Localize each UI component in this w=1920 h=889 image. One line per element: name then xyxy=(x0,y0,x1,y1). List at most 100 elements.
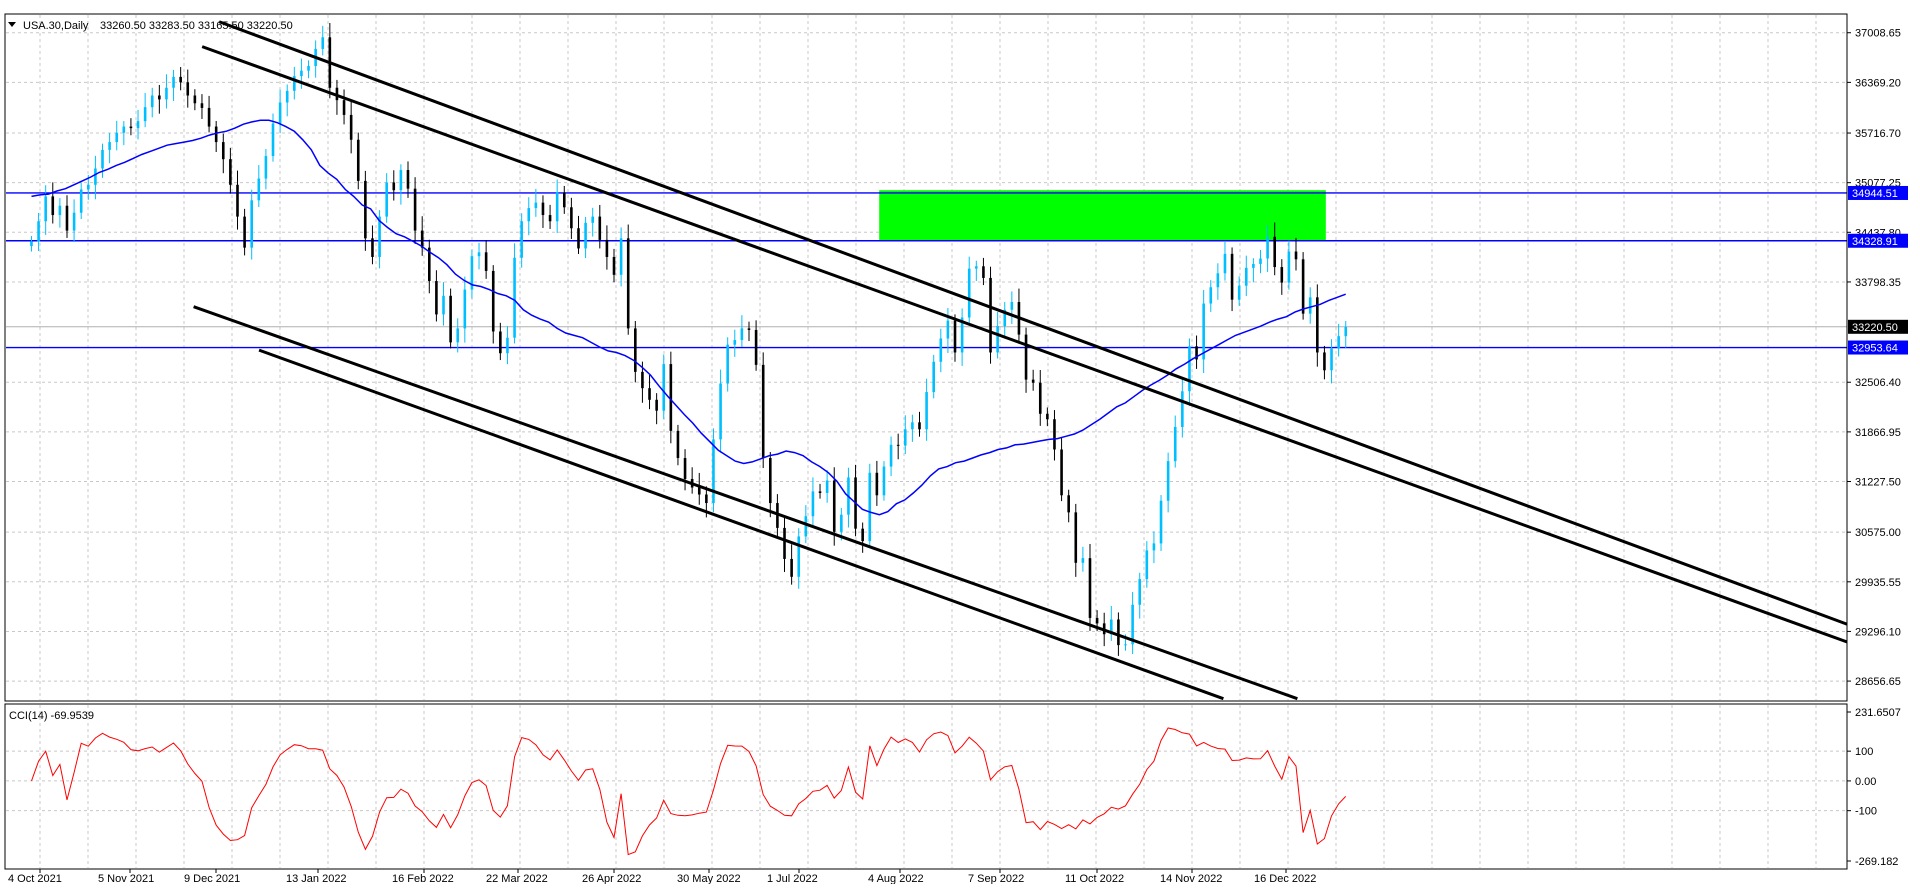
candle-body xyxy=(925,392,928,430)
ohlc-label: 33260.50 33283.50 33165.50 33220.50 xyxy=(100,20,293,32)
candle-body xyxy=(1223,253,1227,274)
candle-body xyxy=(562,192,566,208)
candle-body xyxy=(470,256,474,290)
price-tick-label: 35716.70 xyxy=(1855,128,1901,140)
candle-body xyxy=(1053,419,1056,450)
candle-body xyxy=(634,328,637,372)
candle-body xyxy=(101,149,104,169)
candle-body xyxy=(186,82,190,96)
candle-body xyxy=(861,528,864,542)
candle-body xyxy=(918,422,921,430)
candle-body xyxy=(1237,285,1241,300)
candle-body xyxy=(1145,550,1149,580)
candle-body xyxy=(264,156,268,179)
ma-layer xyxy=(31,119,1346,516)
candle-body xyxy=(179,76,182,83)
candle-body xyxy=(250,200,253,248)
candle-body xyxy=(129,126,133,129)
candle-body xyxy=(1124,644,1127,646)
time-axis[interactable]: 4 Oct 2021 5 Nov 2021 9 Dec 2021 13 Jan 202… xyxy=(8,869,1316,885)
cci-tick-label: 0.00 xyxy=(1855,776,1876,788)
candle-body xyxy=(1316,297,1319,353)
candle-body xyxy=(86,184,90,190)
trend-layer[interactable] xyxy=(193,20,1920,701)
cci-pane-frame xyxy=(4,703,1848,870)
supply-zone xyxy=(879,190,1326,241)
candle-body xyxy=(1088,558,1092,618)
candle-body xyxy=(797,536,801,577)
cci-pane[interactable]: CCI(14) -69.9539 xyxy=(4,703,1848,870)
channel-trend-line[interactable] xyxy=(201,45,1920,694)
channel-trend-line[interactable] xyxy=(258,348,1224,701)
candle-body xyxy=(1266,236,1269,259)
candle-body xyxy=(79,189,83,213)
candle-body xyxy=(221,142,225,160)
level-price-label: 34944.51 xyxy=(1852,188,1898,200)
candle-body xyxy=(108,142,111,150)
candle-body xyxy=(143,107,147,122)
candle-body xyxy=(541,202,545,216)
candle-body xyxy=(463,289,467,329)
price-tick-label: 33798.35 xyxy=(1855,277,1901,289)
candle-body xyxy=(378,216,381,257)
candle-body xyxy=(1294,251,1298,260)
candle-body xyxy=(1060,449,1063,496)
candle-body xyxy=(939,338,943,362)
price-tick-label: 32506.40 xyxy=(1855,377,1901,389)
candle-body xyxy=(626,238,630,329)
cci-tick-label: 231.6507 xyxy=(1855,707,1901,719)
candle-body xyxy=(513,257,516,338)
candle-body xyxy=(1280,267,1284,283)
candle-body xyxy=(399,170,403,191)
candle-body xyxy=(44,196,47,222)
cci-axis[interactable]: 231.6507 100 0.00 -100 -269.182 xyxy=(1847,707,1901,868)
candle-body xyxy=(1259,258,1262,264)
candle-body xyxy=(435,281,438,315)
candle-body xyxy=(442,295,445,315)
candle-body xyxy=(733,340,737,345)
candle-body xyxy=(1138,579,1142,605)
time-tick-label: 7 Sep 2022 xyxy=(968,873,1024,884)
candle-body xyxy=(612,256,616,275)
zone-layer xyxy=(879,190,1326,241)
candle-body xyxy=(285,90,289,103)
candle-body xyxy=(342,100,346,115)
time-tick-label: 16 Dec 2022 xyxy=(1254,873,1316,884)
candle-body xyxy=(58,205,62,216)
candle-body xyxy=(1188,346,1191,392)
time-tick-label: 1 Jul 2022 xyxy=(767,873,818,884)
candle-body xyxy=(1323,352,1326,371)
candle-body xyxy=(1031,379,1035,383)
cci-label: CCI(14) -69.9539 xyxy=(9,710,94,722)
cci-line xyxy=(31,727,1347,856)
candle-body xyxy=(491,270,495,332)
candle-body xyxy=(641,371,644,389)
candle-body xyxy=(456,328,460,343)
candle-body xyxy=(520,221,523,258)
main-pane-frame xyxy=(4,13,1848,702)
candle-body xyxy=(996,326,999,353)
time-tick-label: 11 Oct 2022 xyxy=(1065,873,1124,884)
symbol-menu-icon[interactable] xyxy=(8,22,16,27)
main-pane[interactable]: USA.30,Daily 33260.50 33283.50 33165.50 … xyxy=(4,13,1920,702)
time-tick-label: 4 Oct 2021 xyxy=(8,873,62,884)
price-axis[interactable]: 37008.6536369.2035716.7035077.2534437.80… xyxy=(1846,14,1901,701)
candle-body xyxy=(1003,309,1007,327)
current-price-label: 33220.50 xyxy=(1852,322,1898,334)
candle-body xyxy=(669,364,673,431)
candle-body xyxy=(1287,251,1291,283)
candle-body xyxy=(356,139,360,181)
cci-grid xyxy=(6,705,1846,868)
time-tick-label: 30 May 2022 xyxy=(677,873,741,884)
candle-body xyxy=(811,491,815,517)
candle-body xyxy=(605,239,609,257)
candle-body xyxy=(364,180,367,239)
channel-trend-line[interactable] xyxy=(218,20,1920,666)
candle-body xyxy=(193,95,197,104)
candle-body xyxy=(946,320,950,339)
channel-trend-line[interactable] xyxy=(193,305,1298,701)
candle-body xyxy=(555,192,559,222)
candle-body xyxy=(1252,263,1255,268)
